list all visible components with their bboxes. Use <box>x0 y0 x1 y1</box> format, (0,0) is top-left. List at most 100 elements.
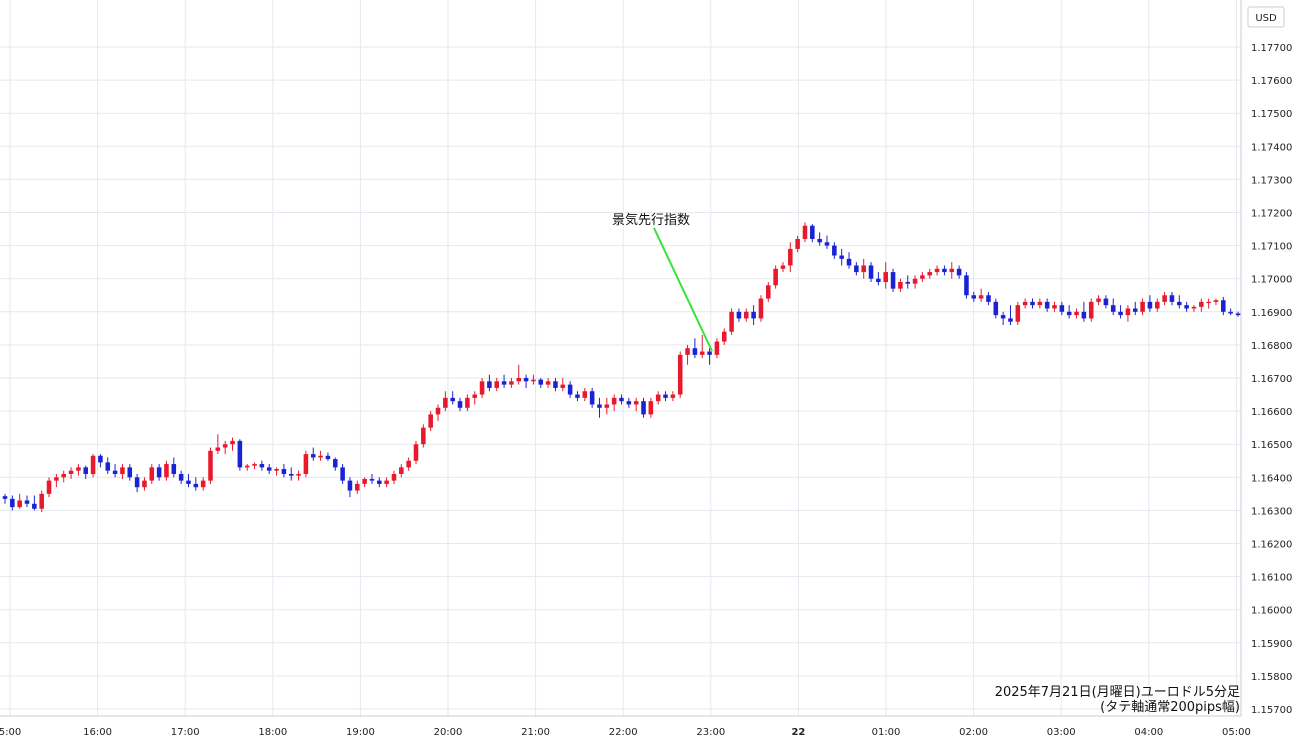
candle-body <box>465 397 470 408</box>
candle-body <box>824 242 830 246</box>
candle-up <box>545 378 551 388</box>
candle-down <box>347 477 353 498</box>
candle-down <box>266 464 272 474</box>
candle-body <box>171 464 177 474</box>
time-tick-label: 21:00 <box>521 727 550 738</box>
chart-note: 2025年7月21日(月曜日)ユーロドル5分足 (タテ軸通常200pips幅) <box>995 685 1240 715</box>
candle-body <box>1140 301 1145 312</box>
candle-up <box>1154 298 1160 312</box>
candle-body <box>597 404 602 408</box>
candle-down <box>105 457 111 474</box>
candle-down <box>237 439 243 471</box>
candle-up <box>472 391 477 405</box>
candle-body <box>149 467 155 481</box>
price-tick-label: 1.16600 <box>1251 407 1292 418</box>
candle-down <box>10 495 15 511</box>
candle-up <box>222 440 228 455</box>
candle-body <box>90 455 96 474</box>
candle-body <box>435 407 441 415</box>
price-tick-label: 1.16200 <box>1251 540 1292 551</box>
candle-up <box>1096 295 1101 306</box>
candle-body <box>641 401 646 415</box>
candle-body <box>384 480 389 484</box>
candle-down <box>487 374 492 392</box>
candle-up <box>149 464 155 484</box>
currency-unit-box[interactable] <box>1247 6 1285 28</box>
candle-down <box>1169 291 1175 306</box>
candle-down <box>450 391 455 405</box>
price-tick-label: 1.17700 <box>1251 43 1292 54</box>
price-tick-label: 1.16700 <box>1251 374 1292 385</box>
candle-down <box>736 308 742 322</box>
candle-body <box>340 467 345 481</box>
candle-down <box>553 378 558 392</box>
candle-up <box>54 473 59 488</box>
candle-body <box>927 272 933 276</box>
candle-body <box>905 282 911 284</box>
candle-up <box>46 477 52 498</box>
candle-body <box>743 311 749 319</box>
candle-body <box>215 447 221 451</box>
candle-body <box>237 440 243 468</box>
candle-body <box>758 298 764 319</box>
candle-down <box>575 391 580 402</box>
candle-down <box>692 338 698 359</box>
candle-up <box>898 278 903 292</box>
candle-body <box>112 470 118 474</box>
candle-body <box>259 464 265 468</box>
candle-body <box>890 272 896 289</box>
candle-up <box>1140 298 1145 316</box>
candle-up <box>421 424 426 448</box>
candle-down <box>98 454 103 468</box>
candle-up <box>399 464 404 478</box>
candle-up <box>758 295 764 322</box>
candle-down <box>340 464 345 484</box>
price-tick-label: 1.16100 <box>1251 573 1292 584</box>
candle-up <box>766 282 771 302</box>
candle-body <box>1235 313 1241 316</box>
candle-down <box>24 495 30 508</box>
candle-body <box>1081 311 1087 319</box>
candle-body <box>920 275 925 279</box>
candle-body <box>956 268 962 276</box>
candle-down <box>868 262 874 283</box>
candle-body <box>222 444 228 448</box>
candle-body <box>421 427 426 445</box>
candle-body <box>76 467 81 471</box>
candle-down <box>1066 305 1072 319</box>
candle-body <box>472 394 477 398</box>
candle-up <box>780 262 786 273</box>
candle-down <box>2 493 8 504</box>
time-tick-label: 5:00 <box>0 727 21 738</box>
candle-up <box>435 404 441 422</box>
candle-up <box>1191 305 1197 312</box>
candle-body <box>1206 301 1211 304</box>
price-tick-label: 1.17600 <box>1251 76 1292 87</box>
candle-body <box>780 265 786 269</box>
candle-up <box>215 434 221 455</box>
candle-up <box>927 268 933 279</box>
candle-down <box>993 298 999 319</box>
candle-down <box>1008 305 1013 326</box>
time-tick-label: 22:00 <box>609 727 638 738</box>
candle-up <box>413 440 419 465</box>
candle-body <box>942 268 947 273</box>
candle-down <box>663 391 668 402</box>
time-tick-label: 23:00 <box>696 727 725 738</box>
candle-body <box>68 470 74 474</box>
candle-body <box>751 311 756 319</box>
candle-down <box>751 305 756 326</box>
candle-body <box>971 295 977 299</box>
candle-up <box>920 272 925 283</box>
candle-up <box>391 470 397 484</box>
candle-down <box>846 252 852 269</box>
candle-body <box>252 464 257 466</box>
note-line-1: 2025年7月21日(月曜日)ユーロドル5分足 <box>995 685 1240 700</box>
candle-down <box>1184 301 1189 312</box>
candle-up <box>677 351 683 398</box>
candle-up <box>1074 308 1079 319</box>
candle-up <box>1199 298 1204 312</box>
candle-down <box>156 464 162 481</box>
